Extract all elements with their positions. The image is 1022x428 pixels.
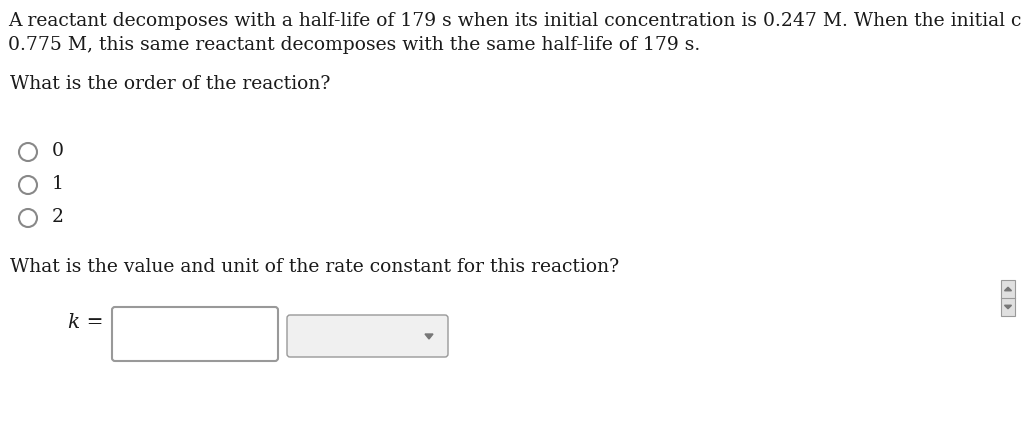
Text: k =: k = [68, 312, 103, 332]
FancyBboxPatch shape [287, 315, 448, 357]
Text: 0: 0 [52, 142, 64, 160]
Polygon shape [1005, 287, 1012, 291]
Text: 1: 1 [52, 175, 63, 193]
Text: A reactant decomposes with a half-life of 179 s when its initial concentration i: A reactant decomposes with a half-life o… [8, 12, 1022, 30]
Text: What is the order of the reaction?: What is the order of the reaction? [10, 75, 330, 93]
FancyBboxPatch shape [1001, 280, 1015, 316]
Text: 2: 2 [52, 208, 64, 226]
Polygon shape [425, 334, 433, 339]
FancyBboxPatch shape [112, 307, 278, 361]
Polygon shape [1005, 305, 1012, 309]
Text: 0.775 M, this same reactant decomposes with the same half-life of 179 s.: 0.775 M, this same reactant decomposes w… [8, 36, 700, 54]
Text: What is the value and unit of the rate constant for this reaction?: What is the value and unit of the rate c… [10, 258, 619, 276]
